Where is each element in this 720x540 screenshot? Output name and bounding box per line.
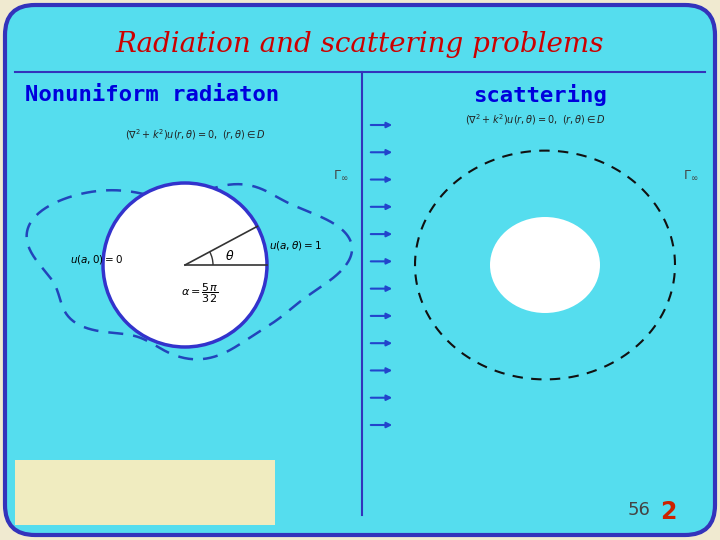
Text: Radiation and scattering problems: Radiation and scattering problems: [116, 31, 604, 58]
Text: Nonuniform radiaton: Nonuniform radiaton: [25, 85, 279, 105]
Text: $u(a,\theta)=1$: $u(a,\theta)=1$: [269, 239, 322, 252]
FancyBboxPatch shape: [5, 5, 715, 535]
Text: $\Gamma_\infty$: $\Gamma_\infty$: [333, 168, 348, 181]
Bar: [15, 460, 275, 525]
Text: 2: 2: [660, 500, 676, 524]
Text: $\Gamma_\infty$: $\Gamma_\infty$: [683, 168, 698, 181]
Text: 56: 56: [627, 501, 650, 519]
Ellipse shape: [490, 217, 600, 313]
Text: $\alpha = \dfrac{5\pi}{32}$: $\alpha = \dfrac{5\pi}{32}$: [181, 281, 219, 305]
Circle shape: [103, 183, 267, 347]
Text: $(\nabla^2+k^2)u(r,\theta)=0,\ (r,\theta)\in D$: $(\nabla^2+k^2)u(r,\theta)=0,\ (r,\theta…: [464, 113, 606, 127]
Text: scattering: scattering: [473, 84, 607, 106]
Text: $(\nabla^2+k^2)u(r,\theta)=0,\ (r,\theta)\in D$: $(\nabla^2+k^2)u(r,\theta)=0,\ (r,\theta…: [125, 127, 266, 143]
Text: $\theta$: $\theta$: [225, 249, 235, 263]
Text: $u(a,0)=0$: $u(a,0)=0$: [70, 253, 124, 267]
